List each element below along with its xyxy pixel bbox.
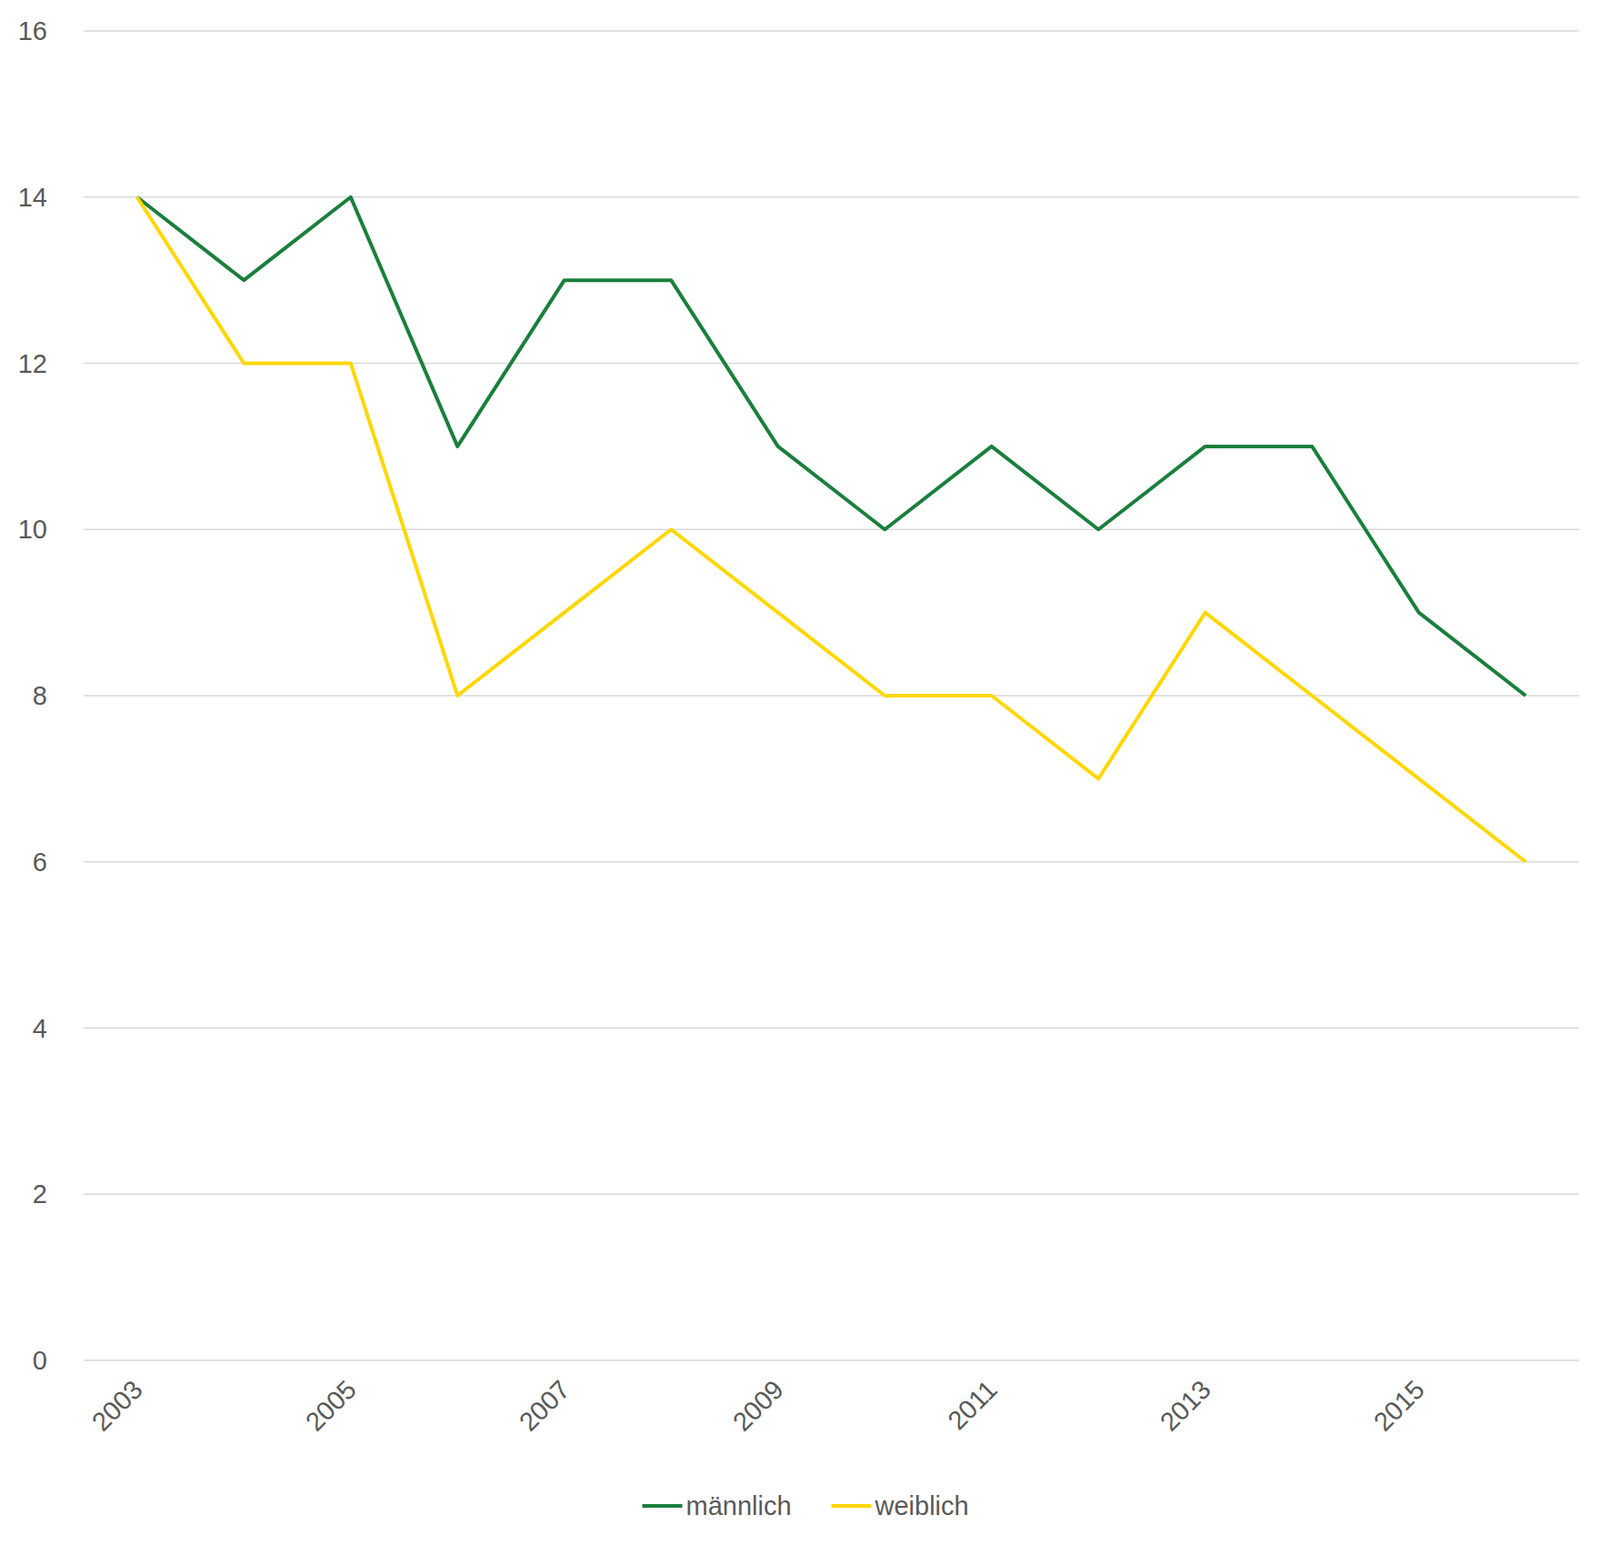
legend-swatch	[642, 1503, 683, 1508]
grid-line	[83, 694, 1580, 697]
grid-line	[83, 1027, 1580, 1030]
grid-line	[83, 529, 1580, 531]
y-tick-label: 16	[18, 16, 48, 46]
x-tick-label: 2007	[513, 1374, 576, 1437]
grid-line	[83, 860, 1580, 863]
y-tick-label: 4	[32, 1013, 48, 1043]
grid-line	[83, 1193, 1580, 1196]
x-tick-label: 2011	[941, 1374, 1003, 1436]
series-line	[137, 197, 1527, 862]
x-tick-label: 2013	[1154, 1374, 1217, 1437]
chart: 0 2 4 6 8 10 12 14 16 2003 2005 2007 2009 2011 2013 201…	[0, 0, 1600, 1545]
y-tick-label: 2	[32, 1179, 48, 1209]
grid-line	[83, 30, 1580, 32]
y-tick-label: 12	[18, 349, 48, 379]
grid-line	[83, 1359, 1580, 1361]
y-tick-label: 0	[32, 1345, 48, 1375]
x-tick-label: 2005	[300, 1374, 362, 1437]
legend-label: weiblich	[874, 1490, 970, 1520]
x-tick-label: 2015	[1368, 1374, 1430, 1437]
y-tick-label: 14	[18, 182, 48, 212]
y-tick-label: 10	[18, 514, 48, 544]
legend-label: männlich	[686, 1490, 792, 1520]
series-line	[137, 197, 1527, 696]
x-tick-label: 2003	[86, 1374, 149, 1437]
legend: männlich weiblich	[642, 1490, 970, 1520]
x-tick-label: 2009	[727, 1374, 790, 1437]
y-tick-label: 8	[32, 680, 48, 710]
grid-line	[83, 196, 1580, 199]
legend-swatch	[831, 1503, 872, 1508]
plot-area	[137, 197, 1527, 862]
y-tick-label: 6	[32, 847, 48, 877]
